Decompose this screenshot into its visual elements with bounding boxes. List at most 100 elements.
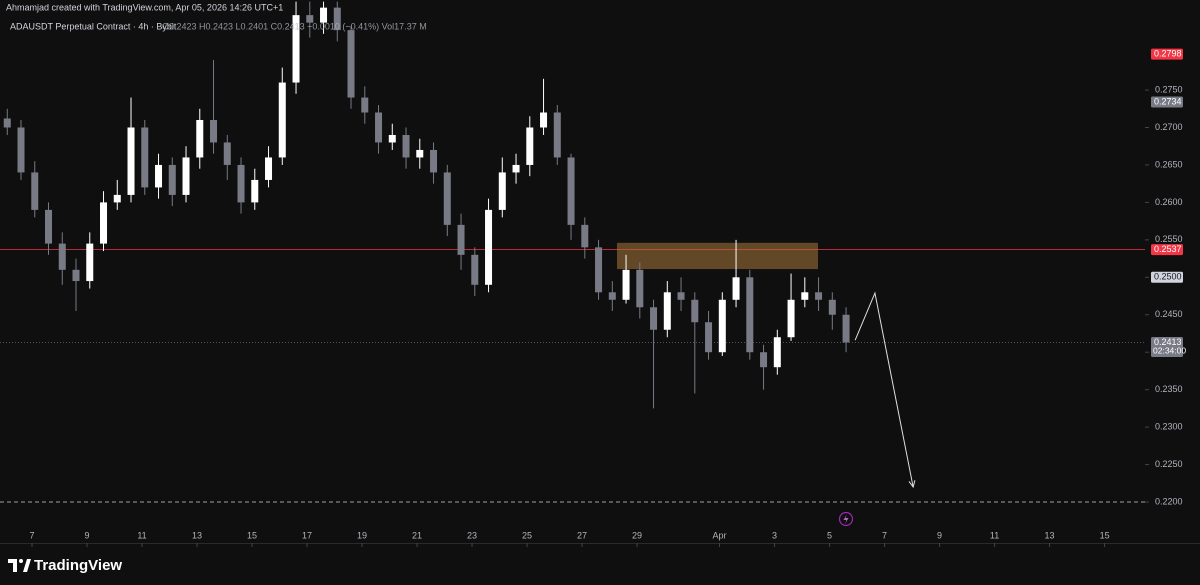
x-tick-label: 13 [1045, 530, 1055, 540]
candle-body [416, 149, 424, 158]
candle-body [567, 157, 575, 225]
candle-body [787, 299, 795, 338]
candle-body [58, 243, 66, 270]
candle-body [636, 269, 644, 308]
candle-body [361, 97, 369, 113]
y-tick-label: 0.2350 [1155, 384, 1183, 394]
candle-body [210, 120, 218, 143]
x-tick-label: 23 [467, 530, 477, 540]
x-tick-label: 25 [522, 530, 532, 540]
candle-body [141, 127, 149, 188]
candle-body [553, 112, 561, 158]
candle-body [663, 292, 671, 330]
projection-path [854, 291, 914, 488]
y-tick-label: 0.2750 [1155, 84, 1183, 94]
candle-body [86, 243, 94, 282]
candle-body [581, 224, 589, 248]
y-tick-label: 0.2700 [1155, 122, 1183, 132]
x-tick-label: 27 [577, 530, 587, 540]
candle-body [72, 269, 80, 282]
candle-body [471, 254, 479, 285]
candle-body [746, 277, 754, 353]
candle-body [842, 314, 850, 343]
x-tick-label: 15 [1100, 530, 1110, 540]
x-tick-label: 29 [632, 530, 642, 540]
header-bg [0, 0, 260, 16]
candle-body [45, 209, 53, 244]
candle-body [196, 120, 204, 158]
candle-body [155, 164, 163, 188]
candle-body [457, 224, 465, 255]
price-tag [1151, 96, 1183, 108]
candle-body [732, 277, 740, 300]
candle-body [622, 269, 630, 300]
x-tick-label: 7 [30, 530, 35, 540]
candle-body [17, 127, 25, 173]
candle-body [388, 134, 396, 143]
candle-body [705, 322, 713, 353]
y-tick-label: 0.2250 [1155, 459, 1183, 469]
candle-body [402, 134, 410, 158]
candle-body [168, 164, 176, 195]
candle-body [113, 194, 121, 203]
candle-body [608, 292, 616, 300]
candle-body [278, 82, 286, 158]
y-tick-label: 0.2300 [1155, 421, 1183, 431]
candle-body [237, 164, 245, 203]
y-tick-label: 0.2450 [1155, 309, 1183, 319]
candle-body [540, 112, 548, 128]
x-tick-label: 11 [990, 530, 999, 540]
y-tick-label: 0.2550 [1155, 234, 1183, 244]
price-tag-label: 0.2798 [1154, 48, 1182, 58]
candle-body [127, 127, 135, 195]
candle-body [718, 299, 726, 353]
candle-body [677, 292, 685, 300]
candle-body [347, 30, 355, 98]
x-tick-label: 13 [192, 530, 202, 540]
supply-zone [616, 242, 819, 270]
candle-body [375, 112, 383, 143]
candle-body [526, 127, 534, 165]
x-tick-label: 3 [772, 530, 777, 540]
x-tick-label: 5 [827, 530, 832, 540]
candle-body [265, 157, 273, 180]
candle-body [801, 292, 809, 300]
price-tag-label: 0.2500 [1154, 272, 1182, 282]
candle-body [306, 15, 314, 23]
y-tick-label: 0.2650 [1155, 159, 1183, 169]
candle-body [650, 307, 658, 330]
candle-body [182, 157, 190, 195]
candle-body [251, 179, 259, 203]
candle-body [430, 149, 438, 173]
candle-body [485, 209, 493, 285]
overlay: Ahmamjad created with TradingView.com, A… [0, 0, 854, 574]
candle-body [31, 172, 39, 210]
y-tick-label: 0.2200 [1155, 496, 1183, 506]
brand-logo [8, 559, 31, 572]
candle-body [773, 337, 781, 368]
axes: 0.2750 0.2700 0.2650 0.2600 0.2550 0.2500 0.24… [30, 48, 1186, 547]
price-tag [1151, 48, 1183, 60]
x-tick-label: 17 [302, 530, 312, 540]
candle-body [828, 299, 836, 315]
x-tick-label: 21 [412, 530, 422, 540]
x-tick-label: Apr [713, 530, 727, 540]
price-tag-label: 0.2734 [1154, 96, 1182, 106]
x-tick-label: 9 [937, 530, 942, 540]
candle-body [333, 7, 341, 31]
event-icon[interactable] [838, 511, 854, 527]
price-tag-label: 0.2413 [1154, 337, 1182, 347]
candle-body [292, 15, 300, 83]
ohlc-legend: O0.2423 H0.2423 L0.2401 C0.2413 −0.0010 … [162, 21, 427, 31]
candle-body [320, 7, 328, 23]
chart-title: ADAUSDT Perpetual Contract · 4h · Bybit [10, 21, 177, 31]
price-tag-countdown: 02:34:00 [1153, 346, 1186, 356]
brand-name: TradingView [34, 557, 122, 574]
candle-body [100, 202, 108, 244]
candle-body [760, 352, 768, 368]
candle-body [223, 142, 231, 165]
candle-body [498, 172, 506, 210]
event-icon-bolt [843, 514, 849, 524]
